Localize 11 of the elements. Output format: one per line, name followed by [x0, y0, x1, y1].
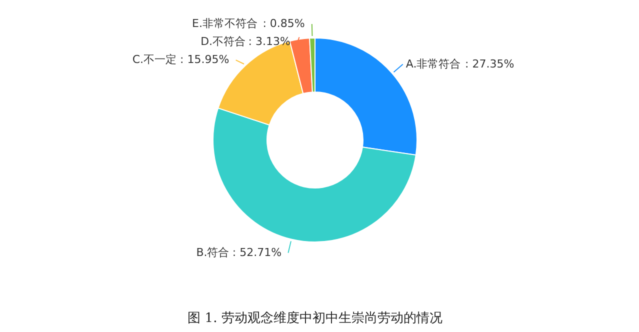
slice-label: D.不符合	[200, 35, 246, 48]
data-label: : 27.35%	[465, 57, 514, 70]
slice-label: C.不一定	[132, 53, 177, 66]
caption: 图 1. 劳动观念维度中初中生崇尚劳动的情况	[188, 310, 442, 326]
data-label: : 0.85%	[262, 17, 305, 30]
data-label: : 15.95%	[180, 53, 230, 66]
slice-label: E.非常不符合	[192, 17, 258, 30]
slice-label: A.非常符合	[406, 57, 461, 70]
data-label: : 3.13%	[248, 35, 290, 48]
slice-label: B.符合	[196, 246, 230, 259]
data-label: : 52.71%	[232, 246, 282, 259]
